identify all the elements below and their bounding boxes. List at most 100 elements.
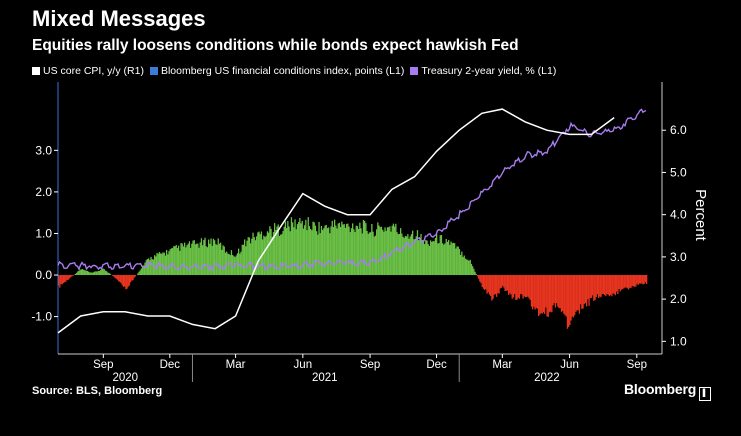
fci-bar [324, 225, 326, 276]
fci-bar [191, 243, 193, 276]
fci-bar [233, 256, 235, 276]
fci-bar [560, 275, 563, 312]
fci-bar [335, 225, 337, 276]
fci-bar [240, 251, 242, 276]
fci-bar [608, 275, 611, 297]
fci-bar [86, 271, 89, 276]
fci-bar [120, 275, 122, 284]
fci-bar [584, 275, 587, 303]
fci-bar [242, 244, 245, 276]
fci-bar [421, 240, 423, 276]
fci-bar [503, 275, 505, 288]
fci-bar [487, 275, 489, 293]
fci-bar [565, 275, 567, 317]
fci-bar [481, 275, 483, 287]
fci-bar [179, 250, 181, 276]
fci-bar [413, 239, 415, 276]
fci-bar [576, 275, 578, 311]
x-month-label: Dec [160, 359, 181, 371]
fci-bar [448, 239, 450, 276]
fci-bar [643, 275, 645, 284]
fci-bar [332, 227, 335, 276]
fci-bar [166, 249, 168, 276]
legend-item-cpi: US core CPI, y/y (R1) [32, 65, 144, 77]
fci-bar [156, 253, 158, 276]
fci-bar [587, 275, 589, 300]
fci-bar [581, 275, 583, 309]
fci-bar [211, 245, 213, 276]
fci-bar [102, 268, 104, 276]
fci-bar [325, 224, 327, 276]
fci-bar [276, 226, 278, 276]
fci-bar [568, 275, 570, 327]
fci-bar [409, 236, 411, 276]
fci-bar [461, 251, 463, 276]
fci-bar [420, 233, 422, 276]
fci-bar [131, 275, 133, 281]
fci-bar [196, 243, 198, 276]
fci-bar [149, 260, 151, 276]
fci-bar [544, 275, 546, 314]
fci-bar [360, 228, 362, 276]
fci-bar [109, 273, 111, 276]
fci-bar [256, 236, 258, 276]
fci-bar [462, 257, 464, 276]
treasury-series [57, 108, 647, 272]
fci-bar [646, 275, 648, 285]
fci-bar [446, 241, 449, 276]
x-month-label: Jun [560, 359, 579, 371]
fci-bar [85, 270, 87, 276]
fci-bar [128, 275, 131, 286]
fci-bar [90, 272, 92, 276]
fci-bar [169, 249, 171, 276]
fci-bar [162, 252, 164, 276]
fci-bar [70, 275, 72, 278]
fci-bar [366, 230, 368, 276]
fci-bar [58, 275, 60, 286]
fci-bar [514, 275, 516, 295]
fci-bar [292, 222, 294, 276]
fci-bar [551, 275, 553, 313]
fci-bar [125, 275, 127, 290]
chart-title: Mixed Messages [32, 6, 206, 31]
x-month-label: Mar [492, 359, 512, 371]
fci-bar [450, 241, 452, 276]
fci-bar [204, 237, 206, 276]
fci-bar [403, 237, 405, 276]
fci-bar [476, 275, 479, 277]
fci-bar [348, 226, 350, 276]
fci-bar [287, 221, 289, 276]
fci-bar [518, 275, 521, 299]
fci-bar [574, 275, 576, 316]
fci-bar [628, 275, 630, 290]
fci-bar [520, 275, 522, 294]
fci-bar [328, 227, 330, 276]
fci-bar [197, 243, 199, 276]
fci-bar [454, 243, 456, 276]
fci-bar [170, 248, 173, 276]
fci-bar [82, 269, 84, 276]
fci-bar [181, 243, 183, 276]
fci-bar [334, 219, 336, 276]
fci-bar [193, 240, 195, 276]
fci-bar [383, 231, 385, 276]
fci-bar [241, 244, 243, 276]
fci-bar [210, 238, 212, 276]
fci-bar [396, 232, 398, 276]
fci-bar [548, 275, 551, 313]
right-tick-label: 5.0 [670, 165, 687, 179]
fci-bar [151, 259, 153, 276]
fci-bar [398, 233, 401, 276]
fci-bar [436, 233, 438, 276]
fci-bar [414, 238, 416, 276]
fci-series [58, 217, 648, 329]
fci-bar [523, 275, 525, 297]
fci-bar [258, 231, 260, 276]
fci-bar [470, 263, 473, 276]
fci-bar [78, 270, 80, 276]
axes [54, 82, 666, 382]
fci-bar [472, 266, 474, 276]
fci-bar [186, 245, 188, 276]
fci-bar [397, 234, 399, 276]
fci-bar [121, 275, 123, 286]
